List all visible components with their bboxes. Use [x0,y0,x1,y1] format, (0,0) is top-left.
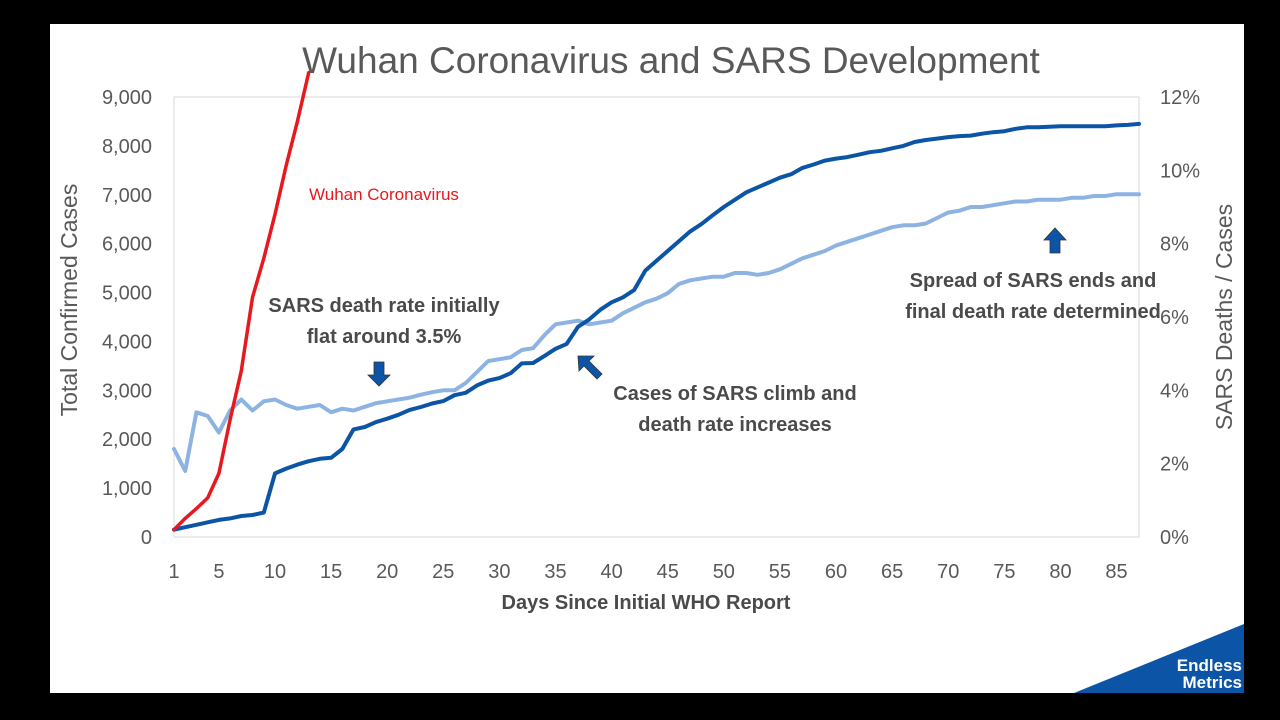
x-axis-label: Days Since Initial WHO Report [502,592,791,614]
logo-line-2: Metrics [1182,673,1242,692]
y-tick-label: 4,000 [102,331,152,353]
x-tick-label: 15 [320,561,342,583]
x-tick-label: 60 [825,561,847,583]
y-tick-label: 1,000 [102,478,152,500]
annotation-spread-ends-line2: final death rate determined [905,301,1161,323]
x-tick-label: 20 [376,561,398,583]
x-tick-label: 65 [881,561,903,583]
y2-tick-label: 4% [1160,380,1189,402]
y2-axis-label: SARS Deaths / Cases [1211,204,1237,430]
x-tick-label: 85 [1105,561,1127,583]
arrow-down-icon [367,361,391,387]
series-line-sars-deaths-cases [172,192,1141,473]
logo-line-1: Endless [1176,656,1242,675]
x-tick-label: 30 [488,561,510,583]
x-axis-ticks: 1 5 10 15 20 25 30 35 40 45 50 55 60 65 70 75 80 85 [168,561,1127,583]
y-tick-label: 8,000 [102,136,152,158]
chart-title: Wuhan Coronavirus and SARS Development [302,40,1040,81]
y2-tick-label: 2% [1160,454,1189,476]
y-axis-label: Total Confirmed Cases [56,184,82,417]
y2-tick-label: 10% [1160,160,1200,182]
x-tick-label: 70 [937,561,959,583]
logo-shape [1074,624,1244,693]
y-tick-label: 0 [141,527,152,549]
y-tick-label: 9,000 [102,87,152,109]
x-tick-label: 55 [769,561,791,583]
y-tick-label: 3,000 [102,380,152,402]
annotation-cases-climb-line1: Cases of SARS climb and [613,383,856,405]
chart: Wuhan Coronavirus and SARS Development 1… [56,40,1244,693]
y2-tick-label: 12% [1160,87,1200,109]
y-tick-label: 5,000 [102,283,152,305]
plot-area [173,96,1140,538]
chart-panel: Wuhan Coronavirus and SARS Development 1… [50,24,1244,693]
logo: Endless Metrics [1177,657,1242,691]
series-layer [172,70,1141,532]
y2-axis-ticks: 0% 2% 4% 6% 8% 10% 12% [1160,87,1200,549]
x-tick-label: 80 [1049,561,1071,583]
annotation-death-rate-flat-line2: flat around 3.5% [307,326,462,348]
x-tick-label: 5 [213,561,224,583]
x-tick-label: 40 [600,561,622,583]
annotation-cases-climb-line2: death rate increases [638,414,831,436]
x-tick-label: 50 [713,561,735,583]
y2-tick-label: 8% [1160,234,1189,256]
x-tick-label: 10 [264,561,286,583]
x-tick-label: 1 [168,561,179,583]
series-line-sars-total-confirmed-cases [172,121,1141,532]
x-tick-label: 45 [657,561,679,583]
y-axis-ticks: 0 1,000 2,000 3,000 4,000 5,000 6,000 7,000 8,00… [102,87,152,549]
y-tick-label: 2,000 [102,429,152,451]
annotation-death-rate-flat-line1: SARS death rate initially [268,295,500,317]
series-line-wuhan-coronavirus [172,70,311,532]
y2-tick-label: 6% [1160,307,1189,329]
x-tick-label: 75 [993,561,1015,583]
y2-tick-label: 0% [1160,527,1189,549]
x-tick-label: 25 [432,561,454,583]
arrow-up-left-icon [577,355,603,380]
arrow-up-icon [1043,227,1067,254]
x-tick-label: 35 [544,561,566,583]
annotation-spread-ends-line1: Spread of SARS ends and [910,270,1157,292]
y-tick-label: 6,000 [102,234,152,256]
wuhan-series-label: Wuhan Coronavirus [309,185,459,204]
y-tick-label: 7,000 [102,185,152,207]
